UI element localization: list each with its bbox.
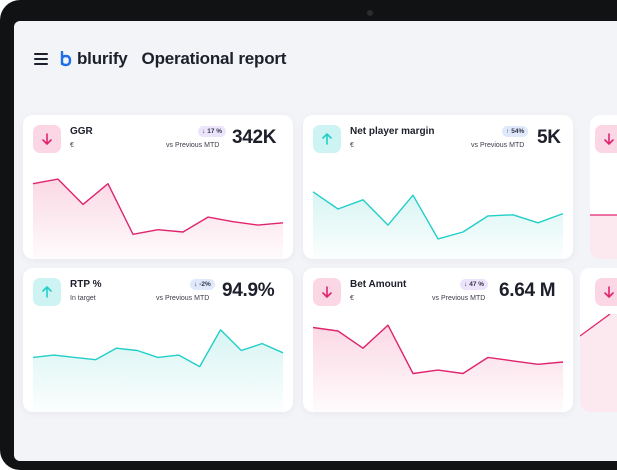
trend-down-icon (313, 278, 341, 306)
kpi-title: GGR (70, 126, 93, 137)
kpi-value: 94.9% (222, 280, 275, 301)
blurify-logo-icon (60, 51, 72, 67)
arrow-down-icon: ↓ (202, 128, 206, 135)
comparison-label: vs Previous MTD (166, 142, 220, 149)
top-bar: blurify Operational report (34, 49, 286, 69)
sparkline-chart (312, 191, 564, 259)
partial-sparkline (590, 214, 617, 259)
sparkline-line (32, 329, 284, 368)
sparkline-chart (32, 329, 284, 412)
partial-card[interactable] (580, 268, 617, 412)
trend-down-icon (595, 125, 617, 153)
arrow-up-icon: ↑ (506, 128, 510, 135)
trend-up-icon (33, 278, 61, 306)
trend-down-icon (33, 125, 61, 153)
logo-text: blurify (77, 49, 128, 68)
kpi-card[interactable]: GGR € ↓ 17 % vs Previous MTD 342K (23, 115, 293, 259)
kpi-card[interactable]: Bet Amount € ↓ 47 % vs Previous MTD 6.64 M (303, 268, 573, 412)
comparison-label: vs Previous MTD (432, 295, 486, 302)
kpi-title: Net player margin (350, 126, 435, 137)
kpi-value: 342K (232, 127, 277, 148)
sparkline-line (32, 178, 284, 235)
sparkline-area (313, 325, 563, 412)
kpi-title: Bet Amount (350, 279, 407, 290)
trend-down-icon (595, 278, 617, 306)
sparkline-line (312, 191, 564, 240)
logo: blurify (60, 49, 128, 69)
partial-card[interactable] (590, 115, 617, 259)
change-badge-value: 17 % (207, 128, 223, 135)
sparkline-line (312, 324, 564, 375)
arrow-down-icon: ↓ (464, 281, 468, 288)
trend-up-icon (313, 125, 341, 153)
sparkline-chart (312, 324, 564, 412)
kpi-subtitle: € (350, 142, 354, 149)
change-badge: ↓ 17 % (198, 126, 227, 137)
comparison-label: vs Previous MTD (471, 142, 525, 149)
change-badge: ↓ -2% (190, 279, 215, 290)
kpi-card[interactable]: RTP % In target ↓ -2% vs Previous MTD 94.9% (23, 268, 293, 412)
hamburger-menu-icon[interactable] (34, 53, 48, 65)
camera-dot (367, 10, 373, 16)
change-badge-value: -2% (199, 281, 211, 288)
change-badge-value: 54% (511, 128, 525, 135)
kpi-card[interactable]: Net player margin € ↑ 54% vs Previous MTD 5K (303, 115, 573, 259)
sparkline-area (33, 179, 283, 259)
kpi-subtitle: In target (70, 295, 96, 302)
comparison-label: vs Previous MTD (156, 295, 210, 302)
dashboard-screen: blurify Operational report GGR € ↓ 17 % vs P… (14, 21, 617, 461)
partial-sparkline (580, 314, 617, 412)
kpi-value: 6.64 M (499, 280, 556, 301)
kpi-title: RTP % (70, 279, 102, 290)
kpi-value: 5K (537, 127, 561, 148)
page-title: Operational report (141, 49, 287, 68)
change-badge-value: 47 % (469, 281, 485, 288)
kpi-subtitle: € (70, 142, 74, 149)
sparkline-area (313, 191, 563, 259)
change-badge: ↑ 54% (502, 126, 529, 137)
sparkline-chart (32, 178, 284, 259)
change-badge: ↓ 47 % (460, 279, 489, 290)
arrow-down-icon: ↓ (194, 281, 198, 288)
kpi-subtitle: € (350, 295, 354, 302)
sparkline-area (33, 329, 283, 412)
